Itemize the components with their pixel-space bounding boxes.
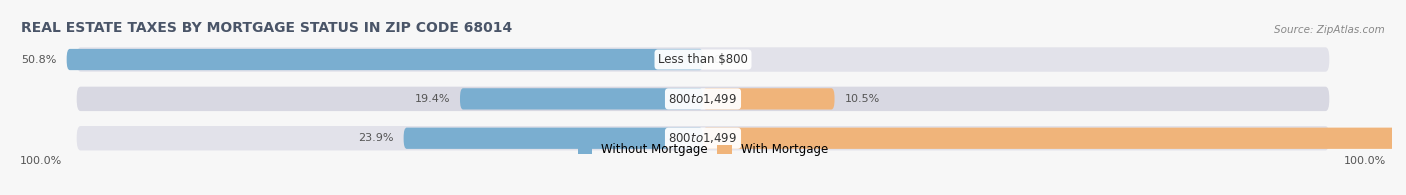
Text: $800 to $1,499: $800 to $1,499 [668, 131, 738, 145]
FancyBboxPatch shape [404, 128, 703, 149]
Text: 100.0%: 100.0% [1343, 156, 1386, 166]
FancyBboxPatch shape [77, 87, 1329, 111]
Legend: Without Mortgage, With Mortgage: Without Mortgage, With Mortgage [578, 144, 828, 157]
Text: Less than $800: Less than $800 [658, 53, 748, 66]
FancyBboxPatch shape [703, 88, 835, 110]
Text: $800 to $1,499: $800 to $1,499 [668, 92, 738, 106]
FancyBboxPatch shape [703, 128, 1406, 149]
Text: 50.8%: 50.8% [21, 55, 56, 65]
Text: 100.0%: 100.0% [20, 156, 63, 166]
FancyBboxPatch shape [66, 49, 703, 70]
Text: 23.9%: 23.9% [359, 133, 394, 143]
Text: 10.5%: 10.5% [845, 94, 880, 104]
Text: 0.0%: 0.0% [713, 55, 741, 65]
Text: Source: ZipAtlas.com: Source: ZipAtlas.com [1274, 25, 1385, 35]
FancyBboxPatch shape [460, 88, 703, 110]
Text: 19.4%: 19.4% [415, 94, 450, 104]
FancyBboxPatch shape [77, 47, 1329, 72]
Text: REAL ESTATE TAXES BY MORTGAGE STATUS IN ZIP CODE 68014: REAL ESTATE TAXES BY MORTGAGE STATUS IN … [21, 21, 512, 35]
FancyBboxPatch shape [77, 126, 1329, 151]
